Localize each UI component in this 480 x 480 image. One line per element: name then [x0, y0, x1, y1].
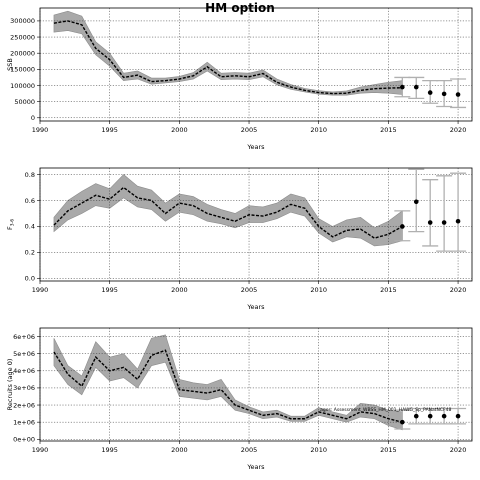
x-axis-title: Years — [246, 303, 265, 311]
forecast-point — [400, 84, 405, 90]
forecast-point — [413, 84, 419, 90]
y-axis-title: SSB — [6, 58, 14, 71]
y-tick-label: 0.2 — [25, 249, 35, 257]
x-tick-label: 2020 — [450, 126, 467, 134]
plot-frame — [39, 7, 473, 122]
forecast-point — [400, 419, 405, 425]
y-tick-label: 3e+06 — [13, 384, 35, 392]
forecast-point — [441, 91, 447, 97]
x-tick-label: 1995 — [101, 446, 118, 454]
confidence-band — [53, 174, 403, 247]
forecast-point — [413, 413, 419, 419]
y-tick-label: 1e+06 — [13, 418, 35, 426]
y-tick-label: 5e+06 — [13, 350, 35, 358]
estimate-line — [53, 20, 403, 95]
y-axis-title: F3-6 — [6, 219, 16, 230]
estimate-line — [53, 349, 403, 423]
y-tick-label: 50000 — [14, 98, 35, 106]
forecast-point — [427, 413, 433, 419]
x-tick-label: 1990 — [32, 126, 49, 134]
y-tick-label: 0.8 — [25, 171, 35, 179]
x-tick-label: 2000 — [171, 446, 188, 454]
y-tick-label: 0.4 — [25, 223, 35, 231]
y-tick-label: 250000 — [10, 33, 35, 41]
forecast-point — [413, 199, 419, 205]
x-tick-label: 2020 — [450, 286, 467, 294]
x-tick-label: 2015 — [380, 286, 397, 294]
x-tick-label: 1995 — [101, 126, 118, 134]
forecast-point — [441, 413, 447, 419]
x-tick-label: 2010 — [310, 446, 327, 454]
x-tick-label: 2005 — [241, 126, 258, 134]
y-tick-label: 100000 — [10, 82, 35, 90]
x-tick-label: 1990 — [32, 286, 49, 294]
forecast-point — [455, 413, 461, 419]
forecast-point — [455, 92, 461, 97]
y-tick-label: 0.6 — [25, 197, 35, 205]
y-axis-title: Recruits (age 0) — [6, 359, 14, 411]
x-tick-label: 1990 — [32, 446, 49, 454]
plot-frame — [39, 167, 473, 282]
y-tick-label: 150000 — [10, 66, 35, 74]
y-tick-label: 2e+06 — [13, 401, 35, 409]
forecast-point — [455, 218, 461, 224]
estimate-line — [53, 186, 403, 239]
y-tick-label: 0 — [31, 114, 35, 122]
y-axis-title-subscript: 3-6 — [10, 219, 16, 226]
forecast-point — [441, 220, 447, 225]
y-tick-label: 0.0 — [25, 275, 35, 283]
forecast-point — [400, 224, 405, 229]
forecast-point — [427, 90, 433, 95]
x-tick-label: 2000 — [171, 286, 188, 294]
y-tick-label: 4e+06 — [13, 367, 35, 375]
chart-annotation: ages: Assessment_WBSS_HM_001_HAWG_Sp_PAN… — [320, 407, 451, 413]
confidence-band — [53, 334, 403, 431]
x-tick-label: 2015 — [380, 126, 397, 134]
y-tick-label: 200000 — [10, 50, 35, 58]
x-tick-label: 2015 — [380, 446, 397, 454]
forecast-point — [427, 220, 433, 225]
y-tick-label: 6e+06 — [13, 333, 35, 341]
x-tick-label: 2005 — [241, 286, 258, 294]
x-tick-label: 2000 — [171, 126, 188, 134]
x-tick-label: 2005 — [241, 446, 258, 454]
plot-frame — [39, 327, 473, 442]
x-tick-label: 1995 — [101, 286, 118, 294]
y-tick-label: 300000 — [10, 17, 35, 25]
y-tick-label: 0e+00 — [13, 436, 35, 444]
x-axis-title: Years — [246, 143, 265, 151]
x-tick-label: 2010 — [310, 286, 327, 294]
x-tick-label: 2010 — [310, 126, 327, 134]
x-tick-label: 2020 — [450, 446, 467, 454]
x-axis-title: Years — [246, 463, 265, 471]
